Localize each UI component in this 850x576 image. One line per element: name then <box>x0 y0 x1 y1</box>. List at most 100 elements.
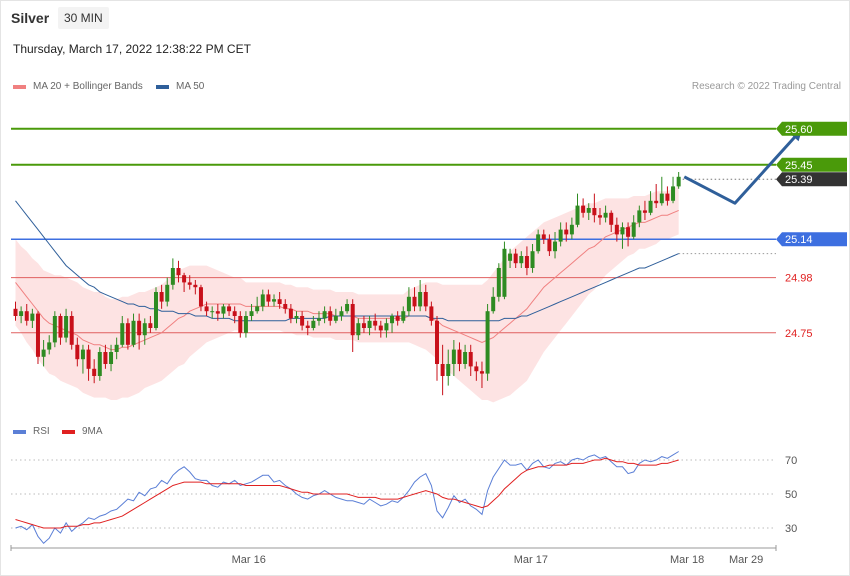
candle-body <box>620 227 625 235</box>
rsi-tick-70: 70 <box>785 455 797 467</box>
candle <box>631 215 636 240</box>
candle-body <box>547 239 552 252</box>
candle <box>654 184 659 208</box>
candle <box>345 299 350 314</box>
candle-body <box>592 208 597 216</box>
timeframe-button[interactable]: 30 MIN <box>58 7 109 29</box>
candle <box>356 318 361 340</box>
candle <box>496 263 501 302</box>
candle-body <box>154 292 158 328</box>
candle <box>519 251 524 268</box>
candle-body <box>597 215 602 218</box>
candle-body <box>322 311 327 319</box>
candle-body <box>631 222 636 237</box>
candle-body <box>541 234 546 240</box>
level-label-25.14: 25.14 <box>785 234 813 246</box>
rsi-series-rsi <box>15 451 679 545</box>
candle-body <box>103 352 108 364</box>
candle-body <box>221 306 226 314</box>
candle <box>165 277 170 307</box>
candle-body <box>350 304 355 336</box>
candle <box>58 313 63 345</box>
candle <box>176 260 181 283</box>
candle-body <box>609 212 614 225</box>
candle-body <box>373 320 378 326</box>
level-label-24.98: 24.98 <box>785 273 813 285</box>
candle <box>626 222 631 247</box>
legend-swatch-ma50 <box>156 84 169 89</box>
candle-body <box>283 304 288 309</box>
legend-ma20: MA 20 + Bollinger Bands <box>13 81 143 92</box>
candle <box>485 304 490 381</box>
rsi-tick-50: 50 <box>785 489 797 501</box>
candle-body <box>260 294 265 307</box>
candle-body <box>215 311 220 314</box>
candle-body <box>170 268 175 285</box>
candle-body <box>659 193 664 204</box>
candle <box>569 217 574 240</box>
candle-body <box>463 352 468 364</box>
candle <box>266 289 271 307</box>
candle <box>41 340 46 367</box>
candle <box>597 208 602 225</box>
candle-body <box>429 306 434 321</box>
candle-body <box>524 256 529 268</box>
candle-body <box>80 349 85 360</box>
instrument-title: Silver <box>11 10 50 26</box>
candle-body <box>474 366 479 372</box>
candle <box>193 280 198 295</box>
candle <box>316 311 321 326</box>
candle <box>513 248 518 268</box>
legend-label-ma20: MA 20 + Bollinger Bands <box>33 81 143 92</box>
candle-body <box>198 287 203 307</box>
candle <box>502 241 507 300</box>
level-tag-25.45 <box>776 157 847 172</box>
candle-body <box>204 306 209 312</box>
legend-label-rsi: RSI <box>33 426 50 437</box>
candle <box>491 287 496 314</box>
legend-rsi: RSI <box>13 426 50 437</box>
candle <box>575 193 580 228</box>
candle <box>603 205 608 223</box>
candle <box>283 299 288 314</box>
candle-body <box>24 311 29 321</box>
candle <box>339 306 344 321</box>
candle-body <box>288 308 293 319</box>
candle <box>648 191 653 216</box>
candle-body <box>637 210 642 223</box>
candle-body <box>513 253 518 264</box>
candle <box>19 306 24 324</box>
candle <box>35 311 40 364</box>
candle-body <box>69 316 74 345</box>
candle <box>508 248 513 268</box>
candle-body <box>86 349 91 369</box>
candle <box>13 301 18 321</box>
candle <box>446 349 451 386</box>
candle-body <box>328 311 333 321</box>
candle <box>64 308 69 343</box>
candle-body <box>266 294 271 302</box>
candle <box>30 308 35 328</box>
candle <box>530 244 535 273</box>
candles-group <box>13 172 681 396</box>
candle <box>541 229 546 244</box>
candle <box>412 287 417 312</box>
candle <box>238 311 243 338</box>
candle-body <box>446 364 451 376</box>
legend-label-ma50: MA 50 <box>176 81 205 92</box>
candle-body <box>13 308 18 316</box>
candle <box>272 294 277 307</box>
candle-body <box>30 313 35 321</box>
candle <box>137 313 142 350</box>
candle <box>80 344 85 374</box>
candle-body <box>137 320 142 336</box>
candle-body <box>536 234 541 252</box>
candle <box>260 289 265 312</box>
rsi-series-9ma <box>15 457 679 529</box>
candle-body <box>479 371 484 374</box>
candle-body <box>508 253 513 261</box>
candle <box>536 229 541 254</box>
candle <box>553 232 558 259</box>
candle <box>75 337 80 367</box>
